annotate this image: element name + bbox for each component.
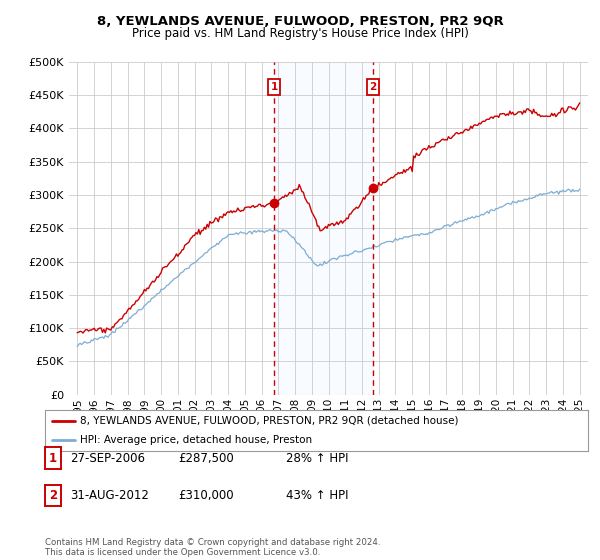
Text: 28% ↑ HPI: 28% ↑ HPI (286, 451, 349, 465)
Bar (274, 62, 373, 395)
Text: 1: 1 (49, 451, 57, 465)
Text: 31-AUG-2012: 31-AUG-2012 (70, 489, 149, 502)
Text: 2: 2 (49, 489, 57, 502)
Text: 2: 2 (370, 82, 377, 92)
Text: Contains HM Land Registry data © Crown copyright and database right 2024.
This d: Contains HM Land Registry data © Crown c… (45, 538, 380, 557)
Text: 1: 1 (271, 82, 278, 92)
Text: 43% ↑ HPI: 43% ↑ HPI (286, 489, 349, 502)
Text: £310,000: £310,000 (178, 489, 233, 502)
Text: HPI: Average price, detached house, Preston: HPI: Average price, detached house, Pres… (80, 435, 313, 445)
Text: £287,500: £287,500 (178, 451, 234, 465)
Text: Price paid vs. HM Land Registry's House Price Index (HPI): Price paid vs. HM Land Registry's House … (131, 27, 469, 40)
Text: 27-SEP-2006: 27-SEP-2006 (70, 451, 145, 465)
Text: 8, YEWLANDS AVENUE, FULWOOD, PRESTON, PR2 9QR: 8, YEWLANDS AVENUE, FULWOOD, PRESTON, PR… (97, 15, 503, 28)
Text: 8, YEWLANDS AVENUE, FULWOOD, PRESTON, PR2 9QR (detached house): 8, YEWLANDS AVENUE, FULWOOD, PRESTON, PR… (80, 416, 459, 426)
